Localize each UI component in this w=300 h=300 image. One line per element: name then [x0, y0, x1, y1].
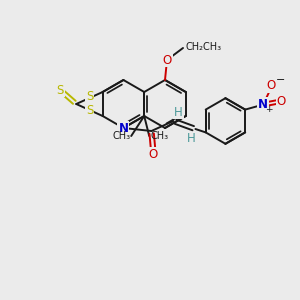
Text: CH₃: CH₃ [150, 131, 168, 141]
Text: H: H [174, 106, 183, 118]
Text: H: H [187, 133, 196, 146]
Text: −: − [275, 75, 285, 85]
Text: CH₃: CH₃ [112, 131, 130, 141]
Text: S: S [86, 91, 93, 103]
Text: N: N [258, 98, 268, 111]
Text: S: S [57, 83, 64, 97]
Text: N: N [118, 122, 128, 134]
Text: O: O [267, 79, 276, 92]
Text: CH₂CH₃: CH₂CH₃ [186, 42, 222, 52]
Text: O: O [277, 95, 286, 108]
Text: +: + [266, 105, 273, 114]
Text: S: S [86, 104, 93, 118]
Text: O: O [149, 148, 158, 160]
Text: O: O [162, 53, 172, 67]
